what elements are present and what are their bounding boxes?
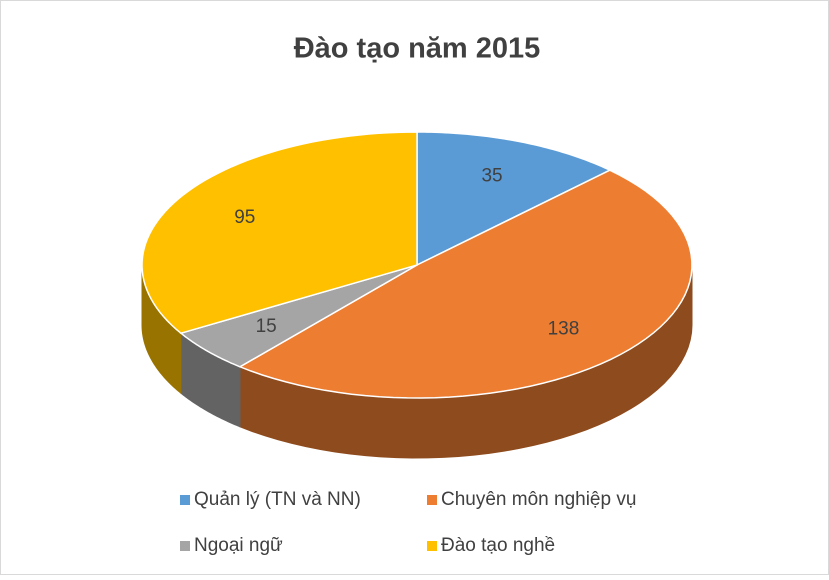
legend-label: Đào tạo nghề (441, 535, 555, 556)
legend-label: Ngoại ngữ (194, 535, 283, 556)
slice (179, 264, 418, 368)
slice (141, 131, 418, 335)
legend-label: Quản lý (TN và NN) (194, 489, 361, 510)
legend-swatch (180, 541, 190, 551)
data-label: 95 (234, 207, 255, 228)
legend-swatch (427, 495, 437, 505)
slice (416, 131, 612, 267)
legend-label: Chuyên môn nghiệp vụ (441, 489, 636, 510)
slice (238, 169, 693, 399)
legend-swatch (427, 541, 437, 551)
data-label: 15 (256, 316, 277, 337)
legend-swatch (180, 495, 190, 505)
data-label: 35 (481, 165, 502, 186)
chart-title: Đào tạo năm 2015 (294, 33, 541, 65)
data-label: 138 (548, 318, 580, 339)
